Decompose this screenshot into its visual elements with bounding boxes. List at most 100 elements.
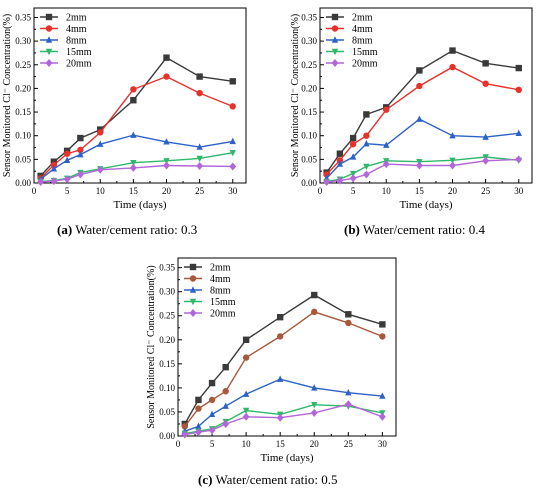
data-point	[196, 89, 203, 97]
data-point	[222, 364, 229, 371]
data-point	[311, 308, 318, 316]
data-point	[323, 178, 331, 187]
data-point	[163, 54, 170, 61]
series-4mm	[181, 308, 386, 430]
y-tick-label: 0.00	[301, 178, 317, 188]
data-point	[77, 134, 84, 142]
data-point	[195, 422, 202, 430]
data-point	[345, 389, 352, 396]
data-point	[379, 333, 386, 340]
caption-b: (b) Water/cement ratio: 0.4	[344, 222, 485, 237]
series-line	[326, 118, 519, 179]
y-tick-label: 0.00	[15, 178, 31, 188]
data-point	[229, 150, 236, 157]
legend-marker	[331, 25, 339, 32]
data-point	[416, 67, 423, 74]
data-point	[63, 150, 71, 157]
x-tick-label: 5	[65, 186, 70, 196]
data-point	[130, 97, 137, 104]
x-tick-label: 15	[276, 439, 286, 449]
chart-a: 0.00 0.05 0.10 0.15 0.20 0.25 0.30 0.35 0 5 10 15 20…	[2, 7, 247, 211]
legend-label: 2mm	[352, 13, 373, 24]
y-tick-label: 0.20	[301, 83, 317, 93]
data-point	[345, 319, 352, 327]
data-point	[416, 115, 423, 122]
x-tick-label: 20	[162, 186, 172, 196]
data-point	[196, 155, 203, 163]
x-tick-label: 10	[382, 186, 392, 196]
x-tick-label: 30	[514, 186, 524, 196]
data-point	[63, 175, 71, 184]
data-point	[449, 47, 456, 54]
plot-frame	[177, 257, 397, 437]
data-point	[515, 129, 522, 137]
x-axis-label: Time (days)	[113, 199, 166, 211]
legend-marker	[45, 25, 53, 32]
legend-marker	[189, 309, 197, 317]
y-tick-label: 0.35	[159, 263, 175, 273]
data-point	[242, 354, 250, 361]
data-point	[181, 430, 189, 439]
y-tick-label: 0.05	[301, 154, 317, 164]
legend-label: 15mm	[210, 297, 236, 308]
data-point	[195, 428, 202, 437]
data-point	[195, 405, 202, 412]
data-point	[96, 165, 104, 174]
x-tick-label: 30	[378, 439, 388, 449]
data-point	[449, 132, 456, 139]
y-tick-label: 0.35	[301, 12, 317, 22]
caption-c: (c) Water/cement ratio: 0.5	[198, 472, 338, 487]
legend-marker	[331, 36, 339, 43]
x-tick-label: 5	[210, 439, 215, 449]
y-tick-label: 0.20	[15, 83, 31, 93]
plot-frame	[33, 7, 247, 184]
data-point	[196, 143, 203, 150]
legend-label: 2mm	[66, 13, 87, 24]
data-point	[76, 170, 84, 179]
data-point	[349, 141, 357, 148]
data-point	[344, 400, 352, 409]
y-tick-label: 0.30	[15, 36, 31, 46]
y-axis-label: Sensor Monitored Cl⁻ Concentration(%)	[2, 14, 13, 177]
data-point	[208, 396, 216, 404]
x-tick-label: 0	[318, 186, 323, 196]
y-tick-label: 0.15	[15, 107, 31, 117]
y-tick-label: 0.10	[15, 131, 31, 141]
legend-marker	[189, 298, 197, 306]
data-point	[97, 140, 104, 147]
data-point	[50, 177, 58, 186]
data-point	[222, 402, 229, 409]
data-point	[130, 159, 137, 167]
data-point	[415, 161, 423, 170]
legend-marker	[45, 59, 53, 67]
series-20mm	[181, 400, 386, 439]
data-point	[363, 163, 370, 171]
data-point	[349, 174, 357, 183]
legend-marker	[45, 13, 53, 21]
y-tick-label: 0.15	[159, 359, 175, 369]
data-point	[363, 140, 370, 147]
legend-marker	[331, 48, 339, 56]
x-tick-label: 25	[195, 186, 205, 196]
series-20mm	[323, 155, 523, 187]
data-point	[37, 178, 45, 187]
data-point	[229, 162, 237, 171]
data-point	[336, 157, 344, 164]
data-point	[276, 313, 284, 321]
data-point	[222, 419, 230, 428]
data-point	[208, 426, 216, 435]
data-point	[163, 138, 170, 145]
x-tick-label: 25	[481, 186, 491, 196]
data-point	[163, 161, 170, 170]
legend-label: 8mm	[352, 36, 373, 47]
data-point	[63, 156, 71, 163]
data-point	[349, 134, 357, 142]
x-tick-label: 20	[310, 439, 320, 449]
data-point	[130, 131, 137, 138]
data-point	[196, 73, 203, 80]
y-tick-label: 0.30	[159, 287, 175, 297]
data-point	[242, 390, 250, 397]
caption-a: (a) Water/cement ratio: 0.3	[57, 222, 198, 237]
series-20mm	[37, 161, 237, 187]
